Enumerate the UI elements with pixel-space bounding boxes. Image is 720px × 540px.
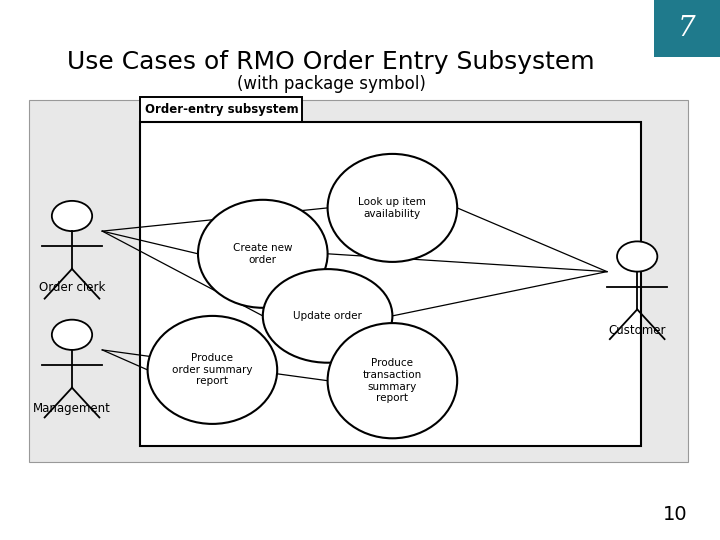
Circle shape (52, 320, 92, 350)
Text: Order-entry subsystem: Order-entry subsystem (145, 103, 298, 116)
Circle shape (52, 201, 92, 231)
Text: Use Cases of RMO Order Entry Subsystem: Use Cases of RMO Order Entry Subsystem (68, 50, 595, 74)
Circle shape (617, 241, 657, 272)
Text: 10: 10 (663, 505, 688, 524)
Text: (with package symbol): (with package symbol) (237, 75, 426, 93)
Ellipse shape (148, 316, 277, 424)
Text: Update order: Update order (293, 311, 362, 321)
Ellipse shape (263, 269, 392, 363)
FancyBboxPatch shape (29, 100, 688, 462)
Text: 7: 7 (678, 15, 696, 42)
FancyBboxPatch shape (140, 122, 641, 446)
Text: Management: Management (33, 402, 111, 415)
FancyBboxPatch shape (140, 97, 302, 122)
Text: Customer: Customer (608, 324, 666, 337)
Text: Look up item
availability: Look up item availability (359, 197, 426, 219)
Ellipse shape (328, 154, 457, 262)
Text: Produce
transaction
summary
report: Produce transaction summary report (363, 359, 422, 403)
Text: Create new
order: Create new order (233, 243, 292, 265)
Text: Produce
order summary
report: Produce order summary report (172, 353, 253, 387)
Text: Order clerk: Order clerk (39, 281, 105, 294)
Ellipse shape (328, 323, 457, 438)
Ellipse shape (198, 200, 328, 308)
FancyBboxPatch shape (654, 0, 720, 57)
